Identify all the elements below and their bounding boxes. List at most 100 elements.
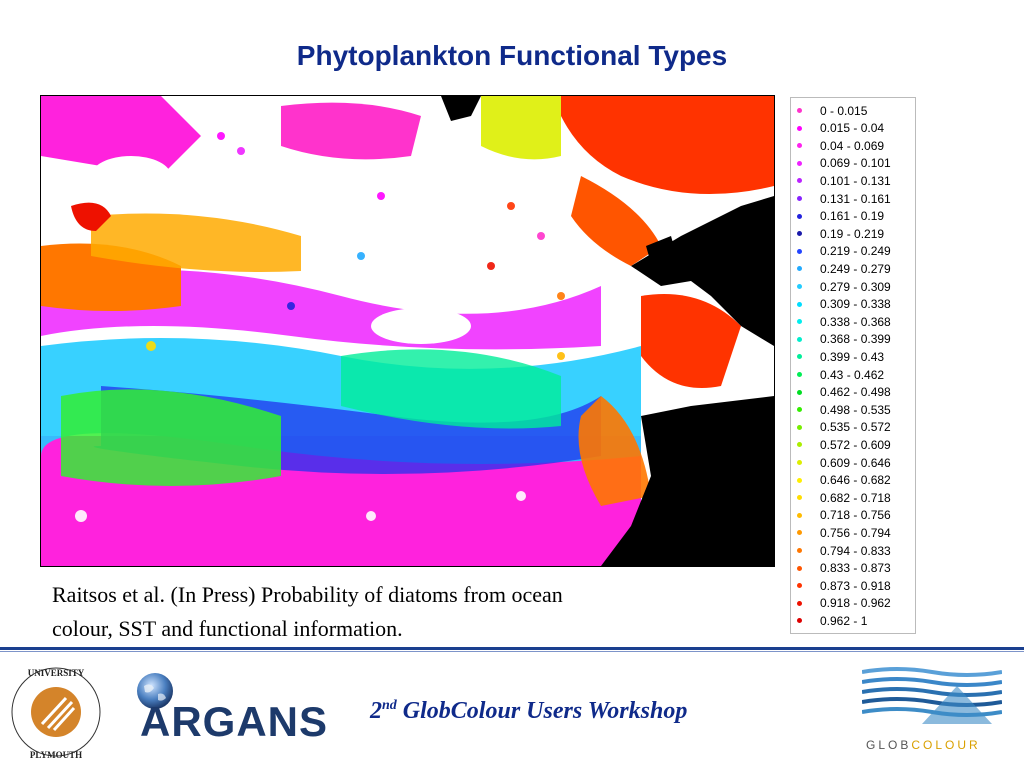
- svg-text:PLYMOUTH: PLYMOUTH: [30, 750, 82, 760]
- slide-caption: Raitsos et al. (In Press) Probability of…: [52, 578, 752, 646]
- svg-text:UNIVERSITY: UNIVERSITY: [28, 668, 85, 678]
- legend-label: 0.219 - 0.249: [820, 244, 891, 259]
- legend-item: 0.498 - 0.535: [797, 401, 891, 418]
- legend-item: 0.101 - 0.131: [797, 172, 891, 189]
- legend-swatch: [797, 354, 802, 360]
- workshop-title: 2nd GlobColour Users Workshop: [370, 698, 687, 725]
- legend-item: 0.462 - 0.498: [797, 384, 891, 401]
- legend-item: 0.646 - 0.682: [797, 472, 891, 489]
- legend-swatch: [797, 266, 802, 272]
- legend-item: 0.535 - 0.572: [797, 419, 891, 436]
- legend-item: 0.015 - 0.04: [797, 120, 884, 137]
- legend-swatch: [797, 583, 802, 589]
- legend-label: 0.462 - 0.498: [820, 385, 891, 400]
- workshop-name: GlobColour Users Workshop: [396, 698, 688, 724]
- legend-label: 0.572 - 0.609: [820, 437, 891, 452]
- legend-swatch: [797, 372, 802, 377]
- legend-item: 0.309 - 0.338: [797, 296, 891, 313]
- legend-item: 0.338 - 0.368: [797, 313, 891, 330]
- legend-label: 0.43 - 0.462: [820, 367, 885, 382]
- legend-item: 0.161 - 0.19: [797, 208, 884, 225]
- legend-label: 0.069 - 0.101: [820, 156, 891, 171]
- legend-item: 0.873 - 0.918: [797, 577, 891, 594]
- workshop-ordinal-suffix: nd: [382, 698, 397, 713]
- legend-label: 0.756 - 0.794: [820, 525, 891, 540]
- legend-swatch: [797, 512, 802, 518]
- legend-label: 0.368 - 0.399: [820, 332, 891, 347]
- caption-line-1: Raitsos et al. (In Press) Probability of…: [52, 582, 563, 607]
- argans-logo: ARGANS: [140, 698, 329, 745]
- legend-item: 0.609 - 0.646: [797, 454, 891, 471]
- legend-label: 0.873 - 0.918: [820, 578, 891, 593]
- legend-label: 0.161 - 0.19: [820, 209, 885, 224]
- footer-divider-secondary: [0, 651, 1024, 652]
- legend-item: 0.918 - 0.962: [797, 595, 891, 612]
- legend-item: 0.682 - 0.718: [797, 489, 891, 506]
- legend-label: 0.918 - 0.962: [820, 596, 891, 611]
- legend-label: 0.833 - 0.873: [820, 561, 891, 576]
- legend-item: 0.219 - 0.249: [797, 243, 891, 260]
- legend-item: 0.794 - 0.833: [797, 542, 891, 559]
- legend-label: 0 - 0.015: [820, 103, 868, 118]
- legend-item: 0.19 - 0.219: [797, 225, 884, 242]
- legend-item: 0.131 - 0.161: [797, 190, 891, 207]
- legend-label: 0.04 - 0.069: [820, 138, 885, 153]
- legend-swatch: [797, 530, 802, 536]
- legend-label: 0.498 - 0.535: [820, 402, 891, 417]
- legend-swatch: [797, 319, 802, 325]
- legend-item: 0.572 - 0.609: [797, 436, 891, 453]
- legend-label: 0.19 - 0.219: [820, 226, 885, 241]
- legend-swatch: [797, 160, 802, 166]
- legend-item: 0.833 - 0.873: [797, 560, 891, 577]
- legend-label: 0.399 - 0.43: [820, 349, 885, 364]
- legend-label: 0.015 - 0.04: [820, 121, 885, 136]
- legend-item: 0.43 - 0.462: [797, 366, 884, 383]
- map-graphic: [41, 96, 774, 566]
- legend-swatch: [797, 442, 802, 448]
- legend-swatch: [797, 336, 802, 342]
- legend-label: 0.609 - 0.646: [820, 455, 891, 470]
- legend-swatch: [797, 477, 802, 483]
- legend-item: 0.962 - 1: [797, 612, 867, 629]
- legend-label: 0.101 - 0.131: [820, 173, 891, 188]
- legend-label: 0.309 - 0.338: [820, 297, 891, 312]
- legend-swatch: [797, 231, 802, 237]
- globcolour-logo-prefix: GLOB: [866, 738, 912, 752]
- legend-swatch: [797, 301, 802, 307]
- legend-swatch: [797, 248, 802, 254]
- globe-icon: [136, 672, 174, 715]
- legend-label: 0.646 - 0.682: [820, 473, 891, 488]
- legend-label: 0.279 - 0.309: [820, 279, 891, 294]
- legend-swatch: [797, 600, 802, 606]
- legend-item: 0.04 - 0.069: [797, 137, 884, 154]
- slide-title: Phytoplankton Functional Types: [296, 40, 728, 71]
- legend-swatch: [797, 618, 802, 624]
- globcolour-logo: [861, 664, 1003, 741]
- legend-label: 0.794 - 0.833: [820, 543, 891, 558]
- legend-item: 0.279 - 0.309: [797, 278, 891, 295]
- legend-swatch: [797, 284, 802, 289]
- diatom-probability-map: [40, 95, 775, 567]
- legend-label: 0.131 - 0.161: [820, 191, 891, 206]
- legend-swatch: [797, 460, 802, 465]
- legend-item: 0.249 - 0.279: [797, 260, 891, 277]
- caption-line-2: colour, SST and functional information.: [52, 616, 403, 641]
- legend-item: 0.368 - 0.399: [797, 331, 891, 348]
- legend-swatch: [797, 196, 802, 201]
- legend-label: 0.682 - 0.718: [820, 490, 891, 505]
- legend-swatch: [797, 389, 802, 395]
- legend-item: 0.069 - 0.101: [797, 155, 891, 172]
- globcolour-logo-text: GLOBCOLOUR: [866, 738, 981, 752]
- map-legend: 0 - 0.015 0.015 - 0.04 0.04 - 0.069 0.069 -…: [790, 97, 916, 634]
- legend-item: 0.756 - 0.794: [797, 524, 891, 541]
- legend-swatch: [797, 125, 802, 131]
- legend-swatch: [797, 548, 802, 553]
- legend-swatch: [797, 565, 802, 571]
- footer-divider: [0, 647, 1024, 650]
- legend-swatch: [797, 108, 802, 113]
- globcolour-logo-suffix: COLOUR: [911, 738, 981, 752]
- legend-label: 0.249 - 0.279: [820, 261, 891, 276]
- legend-swatch: [797, 495, 802, 501]
- legend-item: 0.718 - 0.756: [797, 507, 891, 524]
- legend-swatch: [797, 178, 802, 184]
